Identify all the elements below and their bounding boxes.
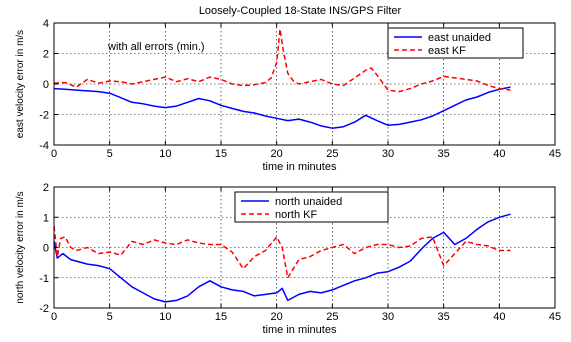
x-tick-label: 45 (549, 148, 561, 160)
x-tick-label: 15 (215, 311, 227, 323)
series-line-north-unaided (53, 213, 511, 303)
y-tick-label: -1 (39, 273, 49, 285)
annotation-text: with all errors (min.) (107, 41, 205, 53)
x-tick-label: 40 (493, 311, 505, 323)
y-tick-label: 2 (43, 182, 49, 194)
x-tick-label: 45 (549, 311, 561, 323)
x-axis-label: time in minutes (263, 161, 337, 173)
east-velocity-panel: 0 5 10 15 20 25 30 35 40 45 -4 -2 0 2 4 time in minutes… (15, 18, 561, 173)
y-axis-label: east velocity error in m/s (15, 30, 26, 138)
x-tick-label: 40 (493, 148, 505, 160)
y-tick-label: 0 (43, 243, 49, 255)
series-line-east-KF (53, 28, 511, 93)
y-tick-label: -2 (39, 303, 49, 315)
x-tick-label: 5 (107, 311, 113, 323)
legend-label: east unaided (428, 32, 491, 44)
x-tick-label: 20 (271, 148, 283, 160)
series-line-north-KF (53, 226, 511, 279)
x-tick-label: 20 (271, 311, 283, 323)
x-tick-label: 30 (382, 311, 394, 323)
legend-label: north KF (275, 209, 317, 221)
x-tick-label: 30 (382, 148, 394, 160)
x-tick-label: 15 (215, 148, 227, 160)
x-tick-label: 35 (438, 148, 450, 160)
legend-box (234, 191, 389, 223)
y-tick-label: 2 (43, 49, 49, 61)
x-tick-label: 0 (51, 148, 57, 160)
legend-box (387, 27, 524, 59)
chart-title: Loosely-Coupled 18-State INS/GPS Filter (199, 5, 402, 17)
x-tick-label: 10 (159, 311, 171, 323)
north-velocity-panel: 0 5 10 15 20 25 30 35 40 45 -2 -1 0 1 2 time in minutes… (15, 182, 561, 336)
x-tick-label: 35 (438, 311, 450, 323)
y-tick-label: 4 (43, 18, 49, 30)
legend-label: north unaided (275, 196, 342, 208)
x-tick-label: 25 (326, 311, 338, 323)
y-axis-label: north velocity error in m/s (15, 191, 26, 303)
y-tick-label: -4 (39, 140, 49, 152)
x-tick-label: 0 (51, 311, 57, 323)
y-tick-label: -2 (39, 110, 49, 122)
y-tick-label: 1 (43, 212, 49, 224)
legend-label: east KF (428, 45, 466, 57)
series-line-east-unaided (53, 86, 511, 129)
x-tick-label: 5 (107, 148, 113, 160)
y-tick-label: 0 (43, 79, 49, 91)
x-axis-label: time in minutes (263, 324, 337, 336)
x-tick-label: 10 (159, 148, 171, 160)
x-tick-label: 25 (326, 148, 338, 160)
